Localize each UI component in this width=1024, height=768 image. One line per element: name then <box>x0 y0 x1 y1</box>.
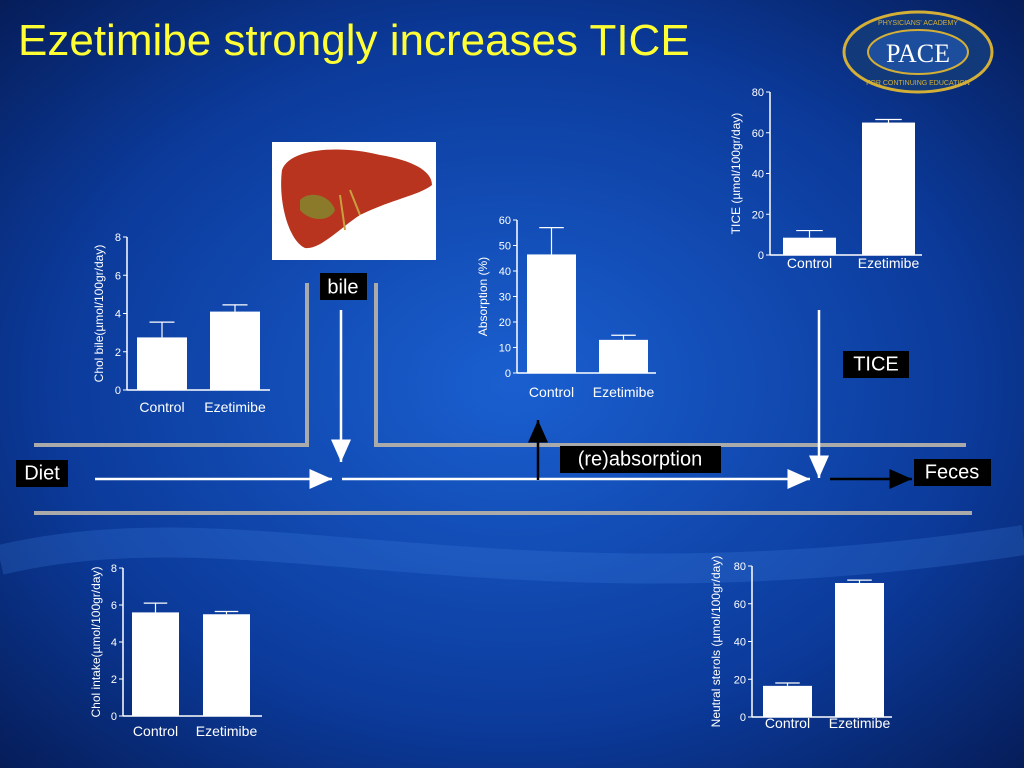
y-tick-label: 40 <box>752 169 764 181</box>
y-tick-label: 8 <box>111 563 117 575</box>
chart: 0 2 4 6 8 Chol bile(µmol/100gr/day) Control Eze… <box>92 232 270 415</box>
x-tick-label: Ezetimibe <box>858 255 920 271</box>
gut-wall <box>374 283 966 447</box>
logo-top: PHYSICIANS' ACADEMY <box>878 20 958 27</box>
bar <box>203 614 250 716</box>
x-tick-label: Control <box>787 255 832 271</box>
y-tick-label: 0 <box>115 385 121 397</box>
x-tick-label: Control <box>133 723 178 739</box>
y-tick-label: 10 <box>499 343 511 355</box>
arrows <box>95 310 912 489</box>
label: Diet <box>24 462 60 484</box>
y-tick-label: 0 <box>740 712 746 724</box>
y-tick-label: 60 <box>499 215 511 227</box>
error-bar <box>775 682 800 686</box>
bar <box>132 612 179 716</box>
y-tick-label: 60 <box>734 599 746 611</box>
y-axis-title: Neutral sterols (µmol/100gr/day) <box>709 556 723 728</box>
y-tick-label: 40 <box>499 266 511 278</box>
y-axis-title: Chol intake(µmol/100gr/day) <box>89 567 103 718</box>
y-tick-label: 80 <box>752 87 764 99</box>
chart: 0 10 20 30 40 50 60 Absorption (%) Control Ezetim… <box>476 215 656 400</box>
bar <box>763 685 812 717</box>
flow-labels: bile TICE Diet Feces (re)absorption <box>16 273 991 487</box>
chart: 0 2 4 6 8 Chol intake(µmol/100gr/day) Control E… <box>89 563 262 739</box>
y-tick-label: 0 <box>758 250 764 262</box>
chart: 0 20 40 60 80 TICE (µmol/100gr/day) Control Eze… <box>729 87 922 271</box>
bar <box>527 254 576 373</box>
y-axis-title: TICE (µmol/100gr/day) <box>729 113 743 235</box>
y-tick-label: 60 <box>752 128 764 140</box>
y-tick-label: 4 <box>115 309 121 321</box>
bar <box>137 337 187 390</box>
bar <box>835 582 884 717</box>
x-tick-label: Control <box>529 384 574 400</box>
error-bar <box>214 610 239 615</box>
y-tick-label: 4 <box>111 637 117 649</box>
error-bar <box>222 304 248 312</box>
flow-diagram <box>34 283 972 515</box>
y-tick-label: 0 <box>111 711 117 723</box>
label: TICE <box>853 353 899 375</box>
y-tick-label: 20 <box>499 317 511 329</box>
logo: PACE PHYSICIANS' ACADEMY FOR CONTINUING … <box>842 10 994 94</box>
error-bar <box>539 227 564 255</box>
y-tick-label: 20 <box>734 674 746 686</box>
bar <box>862 122 915 255</box>
y-tick-label: 80 <box>734 561 746 573</box>
x-tick-label: Ezetimibe <box>196 723 258 739</box>
y-tick-label: 6 <box>115 270 121 282</box>
y-tick-label: 30 <box>499 292 511 304</box>
error-bar <box>143 602 168 613</box>
y-tick-label: 40 <box>734 637 746 649</box>
x-tick-label: Ezetimibe <box>829 715 891 731</box>
chart: 0 20 40 60 80 Neutral sterols (µmol/100gr/day… <box>709 556 892 731</box>
error-bar <box>796 229 823 238</box>
error-bar <box>847 579 872 583</box>
y-tick-label: 20 <box>752 209 764 221</box>
x-tick-label: Control <box>765 715 810 731</box>
liver-image <box>272 142 436 260</box>
error-bar <box>875 118 902 123</box>
swoosh <box>0 525 1024 584</box>
logo-name: PACE <box>886 39 950 68</box>
x-tick-label: Control <box>139 399 184 415</box>
x-tick-label: Ezetimibe <box>204 399 266 415</box>
gut-wall <box>34 283 309 447</box>
label: (re)absorption <box>578 448 703 470</box>
error-bar <box>611 334 636 340</box>
y-axis-title: Absorption (%) <box>476 257 490 336</box>
label: Feces <box>925 461 979 483</box>
y-tick-label: 8 <box>115 232 121 244</box>
y-tick-label: 50 <box>499 241 511 253</box>
bar <box>599 339 648 373</box>
y-tick-label: 2 <box>115 347 121 359</box>
label: bile <box>327 276 358 298</box>
x-tick-label: Ezetimibe <box>593 384 655 400</box>
bar <box>210 311 260 390</box>
y-axis-title: Chol bile(µmol/100gr/day) <box>92 245 106 383</box>
logo-bottom: FOR CONTINUING EDUCATION <box>866 80 970 87</box>
slide-title: Ezetimibe strongly increases TICE <box>18 16 690 65</box>
error-bar <box>149 321 175 338</box>
y-tick-label: 2 <box>111 674 117 686</box>
y-tick-label: 0 <box>505 368 511 380</box>
y-tick-label: 6 <box>111 600 117 612</box>
bar <box>783 237 836 255</box>
